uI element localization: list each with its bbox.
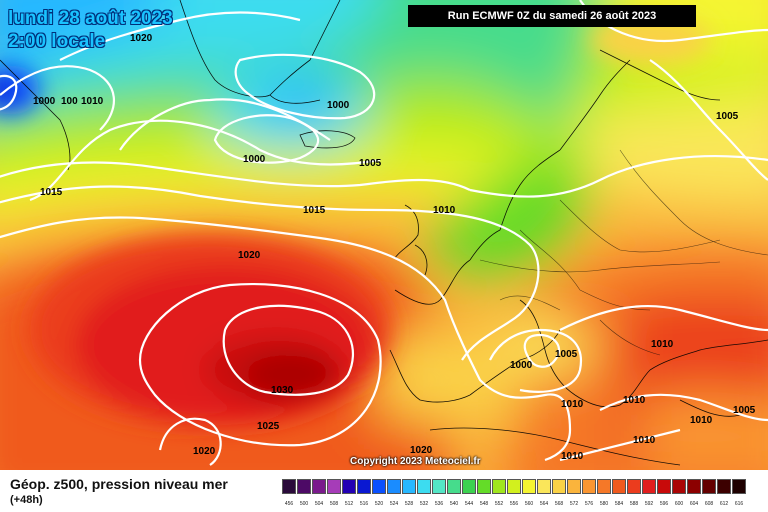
legend-swatch [387, 479, 401, 494]
legend-swatch [447, 479, 461, 494]
legend-swatch [372, 479, 386, 494]
legend-tick-label: 536 [434, 501, 444, 507]
legend-swatch [612, 479, 626, 494]
legend-swatch [582, 479, 596, 494]
legend-tick-label: 512 [344, 501, 354, 507]
legend-swatch [552, 479, 566, 494]
legend-swatch [537, 479, 551, 494]
legend-tick-label: 504 [314, 501, 324, 507]
legend-tick-label: 616 [734, 501, 744, 507]
isobar-label: 100 [61, 96, 78, 107]
legend-tick-label: 540 [449, 501, 459, 507]
legend-tick-label: 524 [389, 501, 399, 507]
legend-tick-label: 552 [494, 501, 504, 507]
isobar-label: 1030 [271, 385, 294, 396]
isobar-label: 1020 [130, 33, 153, 44]
legend-tick-label: 572 [569, 501, 579, 507]
legend-swatch [492, 479, 506, 494]
isobar-labels: 1020 1000 100 1010 1000 1000 1005 1015 1… [33, 33, 756, 462]
isobar-label: 1010 [651, 339, 674, 350]
legend-tick-label: 516 [359, 501, 369, 507]
legend-tick-label: 596 [659, 501, 669, 507]
legend-tick-label: 548 [479, 501, 489, 507]
isobar-label: 1010 [623, 395, 646, 406]
legend-swatch [627, 479, 641, 494]
legend-swatch [522, 479, 536, 494]
z500-color-field [0, 0, 768, 470]
legend-tick-label: 576 [584, 501, 594, 507]
legend-swatch [342, 479, 356, 494]
legend-swatch [642, 479, 656, 494]
legend-swatch [417, 479, 431, 494]
legend-tick-label: 584 [614, 501, 624, 507]
legend-tick-label: 580 [599, 501, 609, 507]
legend-tick-label: 556 [509, 501, 519, 507]
legend-tick-label: 612 [719, 501, 729, 507]
isobars [0, 0, 768, 466]
legend-tick-label: 588 [629, 501, 639, 507]
isobar-label: 1005 [733, 405, 756, 416]
legend-tick-label: 528 [404, 501, 414, 507]
legend-tick-label: 500 [299, 501, 309, 507]
legend-swatch [687, 479, 701, 494]
isobar-label: 1010 [561, 451, 584, 462]
legend-swatch [672, 479, 686, 494]
legend-tick-label: 544 [464, 501, 474, 507]
coastlines [0, 0, 768, 466]
legend-tick-label: 564 [539, 501, 549, 507]
isobar-label: 1015 [40, 187, 63, 198]
legend-swatch [657, 479, 671, 494]
copyright-notice: Copyright 2023 Meteociel.fr [350, 456, 481, 467]
chart-caption: Géop. z500, pression niveau mer [10, 476, 228, 492]
legend-swatch [702, 479, 716, 494]
isobar-label: 1000 [243, 154, 266, 165]
country-borders [479, 149, 768, 356]
legend-swatch [432, 479, 446, 494]
isobar-label: 1020 [410, 445, 433, 456]
isobar-label: 1020 [193, 446, 216, 457]
legend-swatch [477, 479, 491, 494]
legend-tick-label: 604 [689, 501, 699, 507]
legend-tick-label: 456 [284, 501, 294, 507]
forecast-date: lundi 28 août 2023 [8, 8, 173, 29]
legend-tick-label: 592 [644, 501, 654, 507]
legend-swatch [567, 479, 581, 494]
legend-swatch [282, 479, 296, 494]
isobar-label: 1005 [716, 111, 739, 122]
model-run-banner: Run ECMWF 0Z du samedi 26 août 2023 [408, 5, 696, 27]
isobar-label: 1000 [33, 96, 56, 107]
forecast-local-time: 2:00 locale [8, 31, 106, 52]
isobar-label: 1000 [327, 100, 350, 111]
legend-swatch [402, 479, 416, 494]
isobar-label: 1010 [433, 205, 456, 216]
legend-swatch [357, 479, 371, 494]
isobar-label: 1010 [81, 96, 104, 107]
legend-swatch [327, 479, 341, 494]
legend-swatch [297, 479, 311, 494]
forecast-lead-time: (+48h) [10, 494, 43, 506]
isobar-label: 1005 [359, 158, 382, 169]
isobar-label: 1010 [690, 415, 713, 426]
legend-swatch [507, 479, 521, 494]
legend-tick-label: 600 [674, 501, 684, 507]
isobar-label: 1005 [555, 349, 578, 360]
legend-swatch [597, 479, 611, 494]
legend-swatch [717, 479, 731, 494]
weather-map: 1020 1000 100 1010 1000 1000 1005 1015 1… [0, 0, 768, 470]
isobar-label: 1010 [561, 399, 584, 410]
isobar-label: 1015 [303, 205, 326, 216]
isobar-label: 1020 [238, 250, 261, 261]
legend-tick-label: 608 [704, 501, 714, 507]
legend-tick-label: 520 [374, 501, 384, 507]
isobar-label: 1025 [257, 421, 280, 432]
isobar-label: 1010 [633, 435, 656, 446]
isobar-label: 1000 [510, 360, 533, 371]
legend-tick-label: 532 [419, 501, 429, 507]
legend-tick-label: 568 [554, 501, 564, 507]
legend-swatch [312, 479, 326, 494]
legend-tick-label: 560 [524, 501, 534, 507]
legend-swatch [462, 479, 476, 494]
legend-swatch [732, 479, 746, 494]
legend-tick-label: 508 [329, 501, 339, 507]
